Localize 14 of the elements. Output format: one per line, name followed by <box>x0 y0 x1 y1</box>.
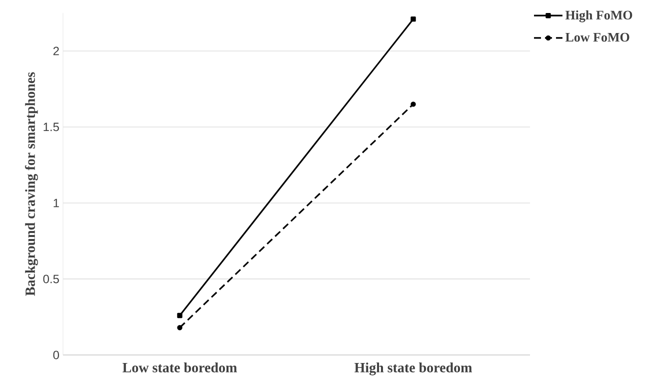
x-tick-label: High state boredom <box>354 362 472 376</box>
y-tick-label: 2 <box>53 46 59 56</box>
y-tick-label: 0 <box>53 350 60 360</box>
legend-label: Low FoMO <box>565 32 630 42</box>
y-tick-label: 0.5 <box>43 274 59 284</box>
legend-label: High FoMO <box>565 10 632 22</box>
y-axis-title: Background craving for smartphones <box>24 72 38 296</box>
y-tick-label: 1.5 <box>44 122 59 132</box>
point <box>177 325 182 330</box>
x-tick-label: Low state boredom <box>122 362 237 372</box>
y-tick-label: 1 <box>54 198 59 208</box>
point <box>410 102 416 107</box>
point <box>177 312 182 318</box>
point <box>410 16 416 22</box>
